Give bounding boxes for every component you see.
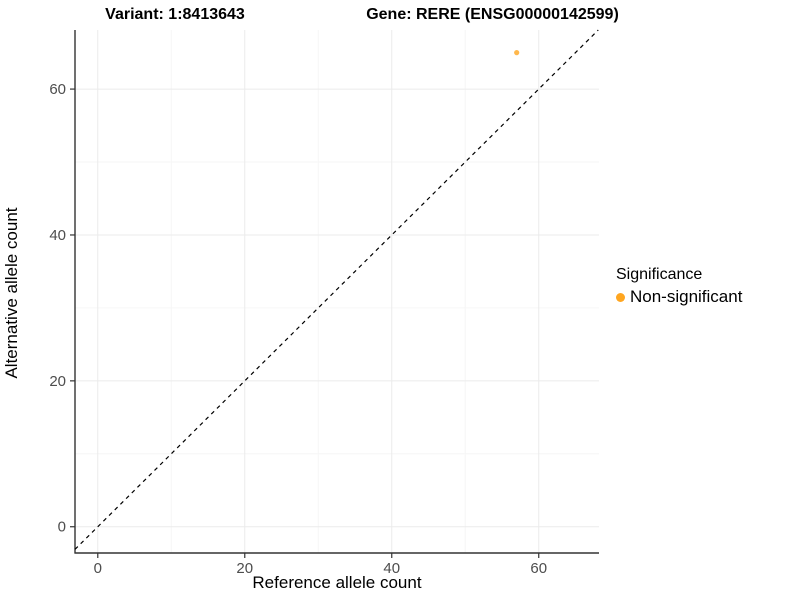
variant-title: Variant: 1:8413643 [105, 6, 245, 23]
x-axis-label: Reference allele count [252, 573, 422, 592]
y-tick-label: 40 [49, 227, 66, 244]
y-tick-label: 20 [49, 373, 66, 390]
x-tick-label: 0 [94, 560, 102, 577]
x-tick-label: 60 [530, 560, 547, 577]
y-tick-label: 0 [58, 519, 66, 536]
legend-point-icon [616, 292, 625, 302]
y-tick-label: 60 [49, 81, 66, 98]
legend-item-label: Non-significant [630, 287, 743, 306]
data-point [514, 50, 520, 56]
gene-title: Gene: RERE (ENSG00000142599) [366, 6, 619, 23]
legend-title: Significance [616, 266, 703, 283]
y-axis-label: Alternative allele count [2, 207, 21, 379]
x-tick-label: 40 [383, 560, 400, 577]
legend-item-non-significant: Non-significant [616, 287, 742, 307]
identity-reference-line [74, 29, 599, 550]
x-tick-label: 20 [236, 560, 253, 577]
legend: Significance Non-significant [616, 266, 742, 307]
